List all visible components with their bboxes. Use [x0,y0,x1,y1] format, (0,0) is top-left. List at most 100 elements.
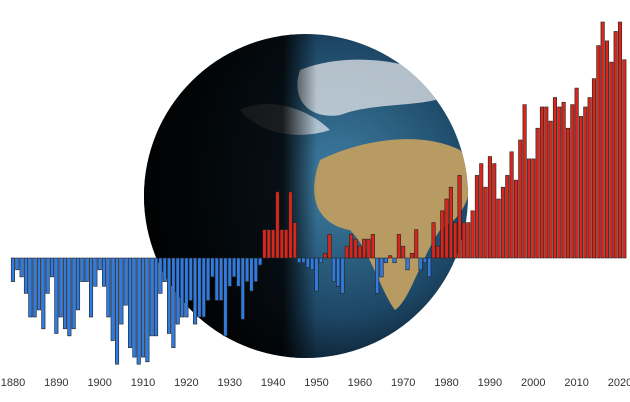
x-tick-label: 1920 [174,377,198,389]
x-tick-label: 2000 [521,377,545,389]
bar [483,186,488,259]
bar [67,257,72,337]
bar [201,257,206,318]
bar [552,97,557,259]
bar [180,257,185,318]
bar [132,257,137,358]
bar [327,234,332,259]
bar [167,257,172,334]
bar [54,257,59,334]
bar [175,257,180,325]
bar [197,257,202,318]
bar [158,257,163,294]
bar [388,255,393,259]
bar [301,257,306,264]
bar [114,257,120,365]
bar [19,257,24,278]
bar [375,257,380,294]
x-tick-label: 1950 [304,377,328,389]
bar [405,257,410,271]
bar [297,257,302,264]
bar [279,229,284,259]
bar [440,210,445,259]
bar [570,104,575,259]
bar [62,257,68,330]
bar [245,257,250,282]
bar [531,158,536,259]
x-tick-label: 1930 [218,377,242,389]
bar [548,120,553,259]
bar [370,234,375,259]
bar [509,151,514,259]
bar [418,257,423,271]
bar [500,186,505,259]
bar [505,175,510,259]
bar [344,245,349,259]
bar [15,257,20,271]
bar [36,257,42,311]
bar [275,191,280,259]
bar [232,257,237,278]
bar [474,175,479,259]
bar [305,257,310,268]
bar [513,179,518,259]
bar [314,257,319,292]
bar [71,257,76,330]
bar [353,238,358,259]
bar [470,210,475,259]
bar [461,222,466,259]
bar [45,257,50,294]
bar [422,257,427,264]
bar [249,257,254,292]
bar [10,257,16,282]
bar [617,21,623,259]
bar [414,229,419,259]
bar [379,257,384,278]
x-tick-label: 2020 [608,377,630,389]
bar [613,31,618,259]
bar [565,127,570,259]
bar [141,257,146,358]
bar [574,87,579,259]
x-tick-label: 1880 [1,377,25,389]
bar [427,257,432,278]
bar [578,116,584,259]
x-tick-label: 1890 [44,377,68,389]
bar [123,257,128,306]
bar [591,78,597,259]
bar [219,257,224,301]
bar [258,257,263,266]
bar [331,257,336,282]
bar [171,257,176,348]
bar [119,257,124,325]
bar [323,252,328,259]
bar [184,257,189,318]
x-tick-label: 1970 [391,377,415,389]
bar [409,252,414,259]
bar [583,106,588,259]
bar [457,175,462,259]
x-tick-label: 2010 [564,377,588,389]
bar [292,222,297,259]
bar [453,222,458,259]
bar [266,229,271,259]
x-tick-label: 1910 [131,377,155,389]
bar [288,191,293,259]
x-tick-label: 1960 [348,377,372,389]
bar [435,245,440,259]
x-tick-label: 1940 [261,377,285,389]
bar [49,257,55,278]
x-tick-label: 1900 [87,377,111,389]
bar [340,257,345,294]
bar [128,257,133,348]
bar [622,59,627,259]
bar [88,257,94,318]
bar [227,257,232,287]
bar [284,229,289,259]
bar [336,257,341,287]
bar [210,257,215,278]
bar [97,257,102,271]
bar [518,139,523,259]
